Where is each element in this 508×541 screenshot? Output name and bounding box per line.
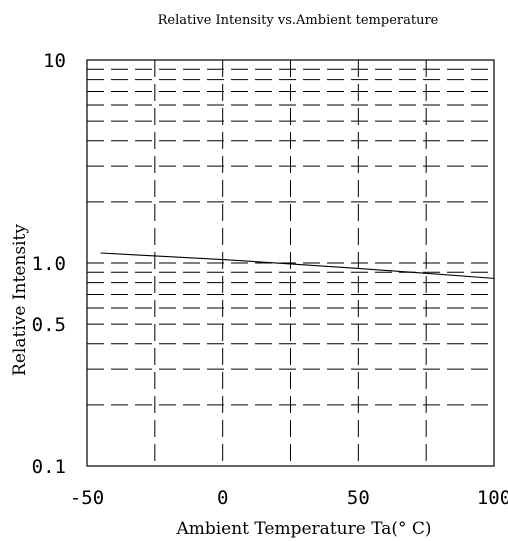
chart-title: Relative Intensity vs.Ambient temperatur… bbox=[158, 13, 439, 28]
x-tick-labels: -50 0 50 100 bbox=[70, 487, 508, 509]
y-tick-label: 1.0 bbox=[32, 253, 66, 275]
y-tick-labels: 0.1 0.5 1.0 10 bbox=[32, 50, 66, 478]
y-tick-label: 10 bbox=[43, 50, 66, 72]
x-tick-label: 50 bbox=[347, 487, 370, 509]
y-tick-label: 0.1 bbox=[32, 456, 66, 478]
x-axis-label: Ambient Temperature Ta(° C) bbox=[175, 519, 431, 539]
y-tick-label: 0.5 bbox=[32, 314, 66, 336]
plot-frame bbox=[86, 59, 495, 467]
series-layer bbox=[100, 252, 495, 279]
series-line bbox=[100, 252, 495, 279]
x-tick-label: -50 bbox=[70, 487, 104, 509]
grid-lines bbox=[87, 60, 494, 466]
y-axis-label: Relative Intensity bbox=[10, 224, 30, 376]
x-tick-label: 100 bbox=[477, 487, 508, 509]
x-tick-label: 0 bbox=[217, 487, 228, 509]
